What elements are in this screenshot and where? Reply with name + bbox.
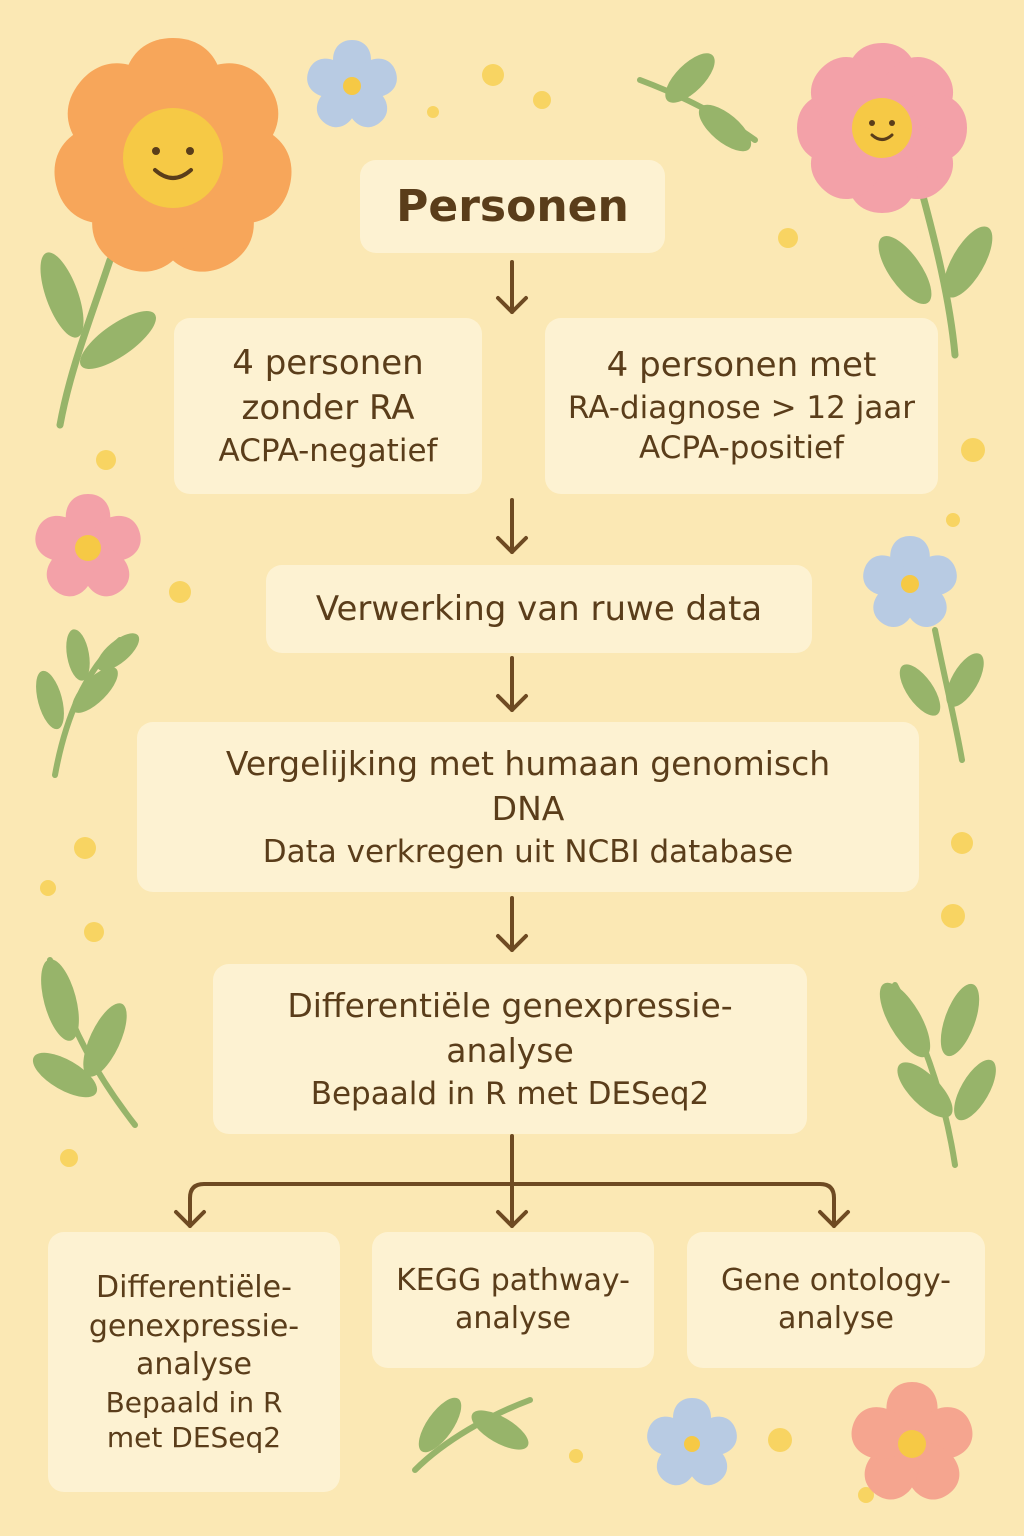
processing-box: Verwerking van ruwe data (266, 565, 812, 653)
personen-title: Personen (396, 181, 629, 232)
go-line2: analyse (778, 1301, 894, 1336)
comparison-line1: Vergelijking met humaan genomisch (225, 743, 831, 783)
dge-box: Differentiële genexpressie- analyse Bepa… (213, 964, 807, 1134)
comparison-line3: Data verkregen uit NCBI database (262, 833, 794, 870)
gene-ontology-box: Gene ontology- analyse (687, 1232, 985, 1368)
dge-line1: Differentiële genexpressie- (287, 985, 733, 1025)
group-without-ra-box: 4 personen zonder RA ACPA-negatief (174, 318, 482, 494)
personen-box: Personen (360, 160, 665, 253)
group-b-line3: ACPA-positief (639, 430, 844, 467)
flower-pink-icon (29, 494, 147, 605)
group-a-line1: 4 personen (232, 342, 424, 383)
arrow-down-icon (496, 498, 528, 554)
branch-dge-box: Differentiële- genexpressie- analyse Bep… (48, 1232, 340, 1492)
leaf-icon (32, 53, 996, 1473)
dge-line2: analyse (446, 1030, 574, 1070)
branch-dge-line5: met DESeq2 (106, 1420, 282, 1454)
flower-orange-icon (44, 38, 302, 288)
comparison-box: Vergelijking met humaan genomisch DNA Da… (137, 722, 919, 892)
flower-pink-icon (845, 1382, 979, 1510)
flower-blue-icon (858, 536, 962, 635)
processing-label: Verwerking van ruwe data (315, 588, 763, 629)
arrow-down-icon (496, 896, 528, 952)
flower-blue-icon (642, 1398, 742, 1493)
group-with-ra-box: 4 personen met RA-diagnose > 12 jaar ACP… (545, 318, 938, 494)
kegg-box: KEGG pathway- analyse (372, 1232, 654, 1368)
group-a-line2: zonder RA (241, 387, 415, 428)
kegg-line2: analyse (455, 1301, 571, 1336)
branch-dge-line4: Bepaald in R (105, 1385, 283, 1419)
group-b-line1: 4 personen met (606, 345, 877, 386)
arrow-down-icon (496, 656, 528, 712)
go-line1: Gene ontology- (721, 1262, 951, 1298)
dot-icon (40, 64, 985, 1503)
arrow-down-icon (496, 260, 528, 314)
flower-pink-icon (797, 43, 967, 213)
group-b-line2: RA-diagnose > 12 jaar (567, 390, 916, 427)
dge-line3: Bepaald in R met DESeq2 (310, 1075, 710, 1112)
flow-arrows (174, 260, 850, 1228)
branch-dge-line3: analyse (136, 1347, 252, 1383)
flower-blue-icon (302, 40, 402, 135)
comparison-line2: DNA (491, 788, 565, 828)
branch-arrows (174, 1134, 850, 1228)
branch-dge-line1: Differentiële- (96, 1270, 292, 1306)
group-a-line3: ACPA-negatief (218, 432, 438, 469)
branch-dge-line2: genexpressie- (88, 1308, 300, 1344)
kegg-line1: KEGG pathway- (396, 1262, 630, 1298)
